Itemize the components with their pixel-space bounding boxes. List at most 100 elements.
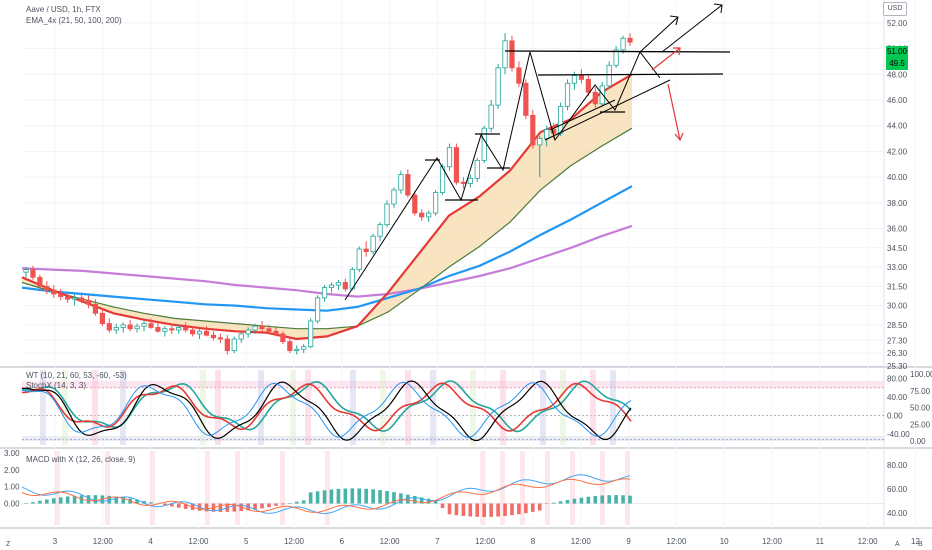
macd-signal-stripe — [545, 451, 550, 525]
macd-histogram-bar — [288, 503, 292, 504]
macd-tick-left: 1.00 — [4, 483, 20, 492]
time-tick-label: 6 — [340, 537, 345, 546]
red-arrow-up-head — [673, 47, 681, 56]
wt-tick-right: 50.00 — [910, 404, 931, 413]
candle-body — [363, 248, 369, 253]
wt-tick-left: 40.00 — [887, 393, 908, 402]
candle-body — [523, 82, 529, 116]
candle-body — [58, 293, 64, 297]
price-badge-high: 51.00 — [886, 46, 908, 58]
candle-body — [37, 276, 43, 287]
macd-histogram-bar — [447, 503, 452, 515]
time-tick-label: 12:00 — [93, 537, 114, 546]
time-tick-label: 11 — [816, 537, 825, 546]
macd-histogram-bar — [440, 503, 445, 509]
candle-body — [148, 323, 154, 328]
corner-b[interactable]: B — [918, 541, 923, 548]
candle-body — [405, 174, 411, 196]
macd-histogram-bar — [281, 503, 285, 505]
macd-histogram-bar — [572, 498, 577, 504]
candle-body — [467, 177, 473, 184]
candle-body — [328, 284, 335, 289]
macd-histogram-bar — [475, 503, 480, 517]
wt-tick-right: 75.00 — [910, 387, 931, 396]
candle-body — [280, 333, 286, 342]
macd-histogram-bar — [468, 503, 473, 517]
candle-body — [516, 67, 522, 84]
candle-body — [78, 297, 85, 301]
macd-histogram-bar — [551, 502, 556, 504]
macd-histogram-bar — [419, 497, 424, 504]
macd-histogram-bar — [322, 490, 327, 504]
resistance-line-mid — [537, 73, 724, 76]
macd-histogram-bar — [267, 503, 271, 508]
corner-a[interactable]: A — [895, 541, 900, 548]
candle-body — [259, 325, 265, 330]
time-tick-label: 10 — [720, 537, 729, 546]
candle-body — [537, 138, 543, 146]
candle-body — [141, 323, 147, 327]
price-tick-label: 33.00 — [887, 263, 908, 272]
macd-histogram-bar — [426, 498, 431, 504]
currency-button[interactable]: USD — [883, 2, 907, 16]
corner-z[interactable]: Z — [6, 541, 11, 548]
time-tick-label: 12:00 — [188, 537, 209, 546]
macd-histogram-bar — [274, 503, 278, 506]
macd-signal-stripe — [625, 451, 630, 525]
wt-signal-stripe — [40, 370, 46, 445]
macd-histogram-bar — [600, 495, 605, 504]
candle-body — [113, 327, 119, 331]
wt-signal-stripe — [62, 370, 68, 445]
macd-histogram-bar — [51, 498, 56, 504]
candle-body — [23, 269, 29, 273]
macd-histogram-bar — [378, 490, 382, 504]
candle-body — [564, 82, 571, 107]
candle-body — [495, 67, 501, 106]
macd-tick-right: 40.00 — [887, 509, 908, 518]
macd-histogram-bar — [72, 495, 77, 504]
wt-overbought-zone — [22, 380, 884, 388]
price-tick-label: 42.00 — [887, 147, 908, 156]
price-tick-label: 28.50 — [887, 321, 908, 330]
wt-line-green — [21, 380, 632, 433]
ema-legend: EMA_4x (21, 50, 100, 200) — [26, 16, 126, 25]
wt-indicator-label: WT (10, 21, 60, 53, -60, -53) — [26, 371, 127, 380]
price-tick-label: 31.50 — [887, 282, 908, 291]
macd-histogram-bar — [385, 490, 389, 504]
price-tick-label: 52.00 — [887, 19, 908, 28]
macd-histogram-bar — [593, 496, 598, 504]
macd-histogram-bar — [628, 495, 632, 504]
price-tick-label: 38.00 — [887, 199, 908, 208]
up-arrow-2-head — [713, 3, 723, 14]
candle-body — [509, 40, 515, 69]
macd-histogram-bar — [607, 495, 611, 504]
up-arrow-2 — [661, 4, 723, 53]
time-tick-label: 12:00 — [666, 537, 687, 546]
macd-histogram-bar — [412, 496, 417, 504]
candle-body — [557, 105, 564, 134]
candle-body — [245, 329, 251, 335]
price-tick-label: 30.00 — [887, 302, 908, 311]
candle-body — [99, 312, 105, 324]
macd-histogram-bar — [371, 489, 375, 504]
candle-body — [196, 330, 203, 335]
stoch-indicator-label: StochX (14, 3, 3) — [26, 381, 87, 390]
macd-histogram-bar — [45, 499, 49, 504]
macd-histogram-bar — [308, 492, 313, 504]
macd-histogram-bar — [524, 503, 528, 514]
candle-body — [342, 282, 348, 290]
candle-body — [162, 328, 168, 332]
macd-line — [21, 474, 631, 515]
wt-signal-stripe — [540, 370, 546, 445]
wt-line-blue — [21, 381, 632, 438]
candle-body — [426, 212, 432, 218]
macd-histogram-bar — [496, 503, 500, 517]
macd-histogram-bar — [253, 503, 257, 510]
candle-body — [30, 269, 36, 278]
macd-tick-left: 2.00 — [4, 466, 20, 475]
candle-body — [134, 325, 140, 330]
wt-oversold-zone — [22, 436, 884, 441]
candle-body — [481, 127, 487, 161]
macd-histogram-bar — [38, 500, 42, 504]
